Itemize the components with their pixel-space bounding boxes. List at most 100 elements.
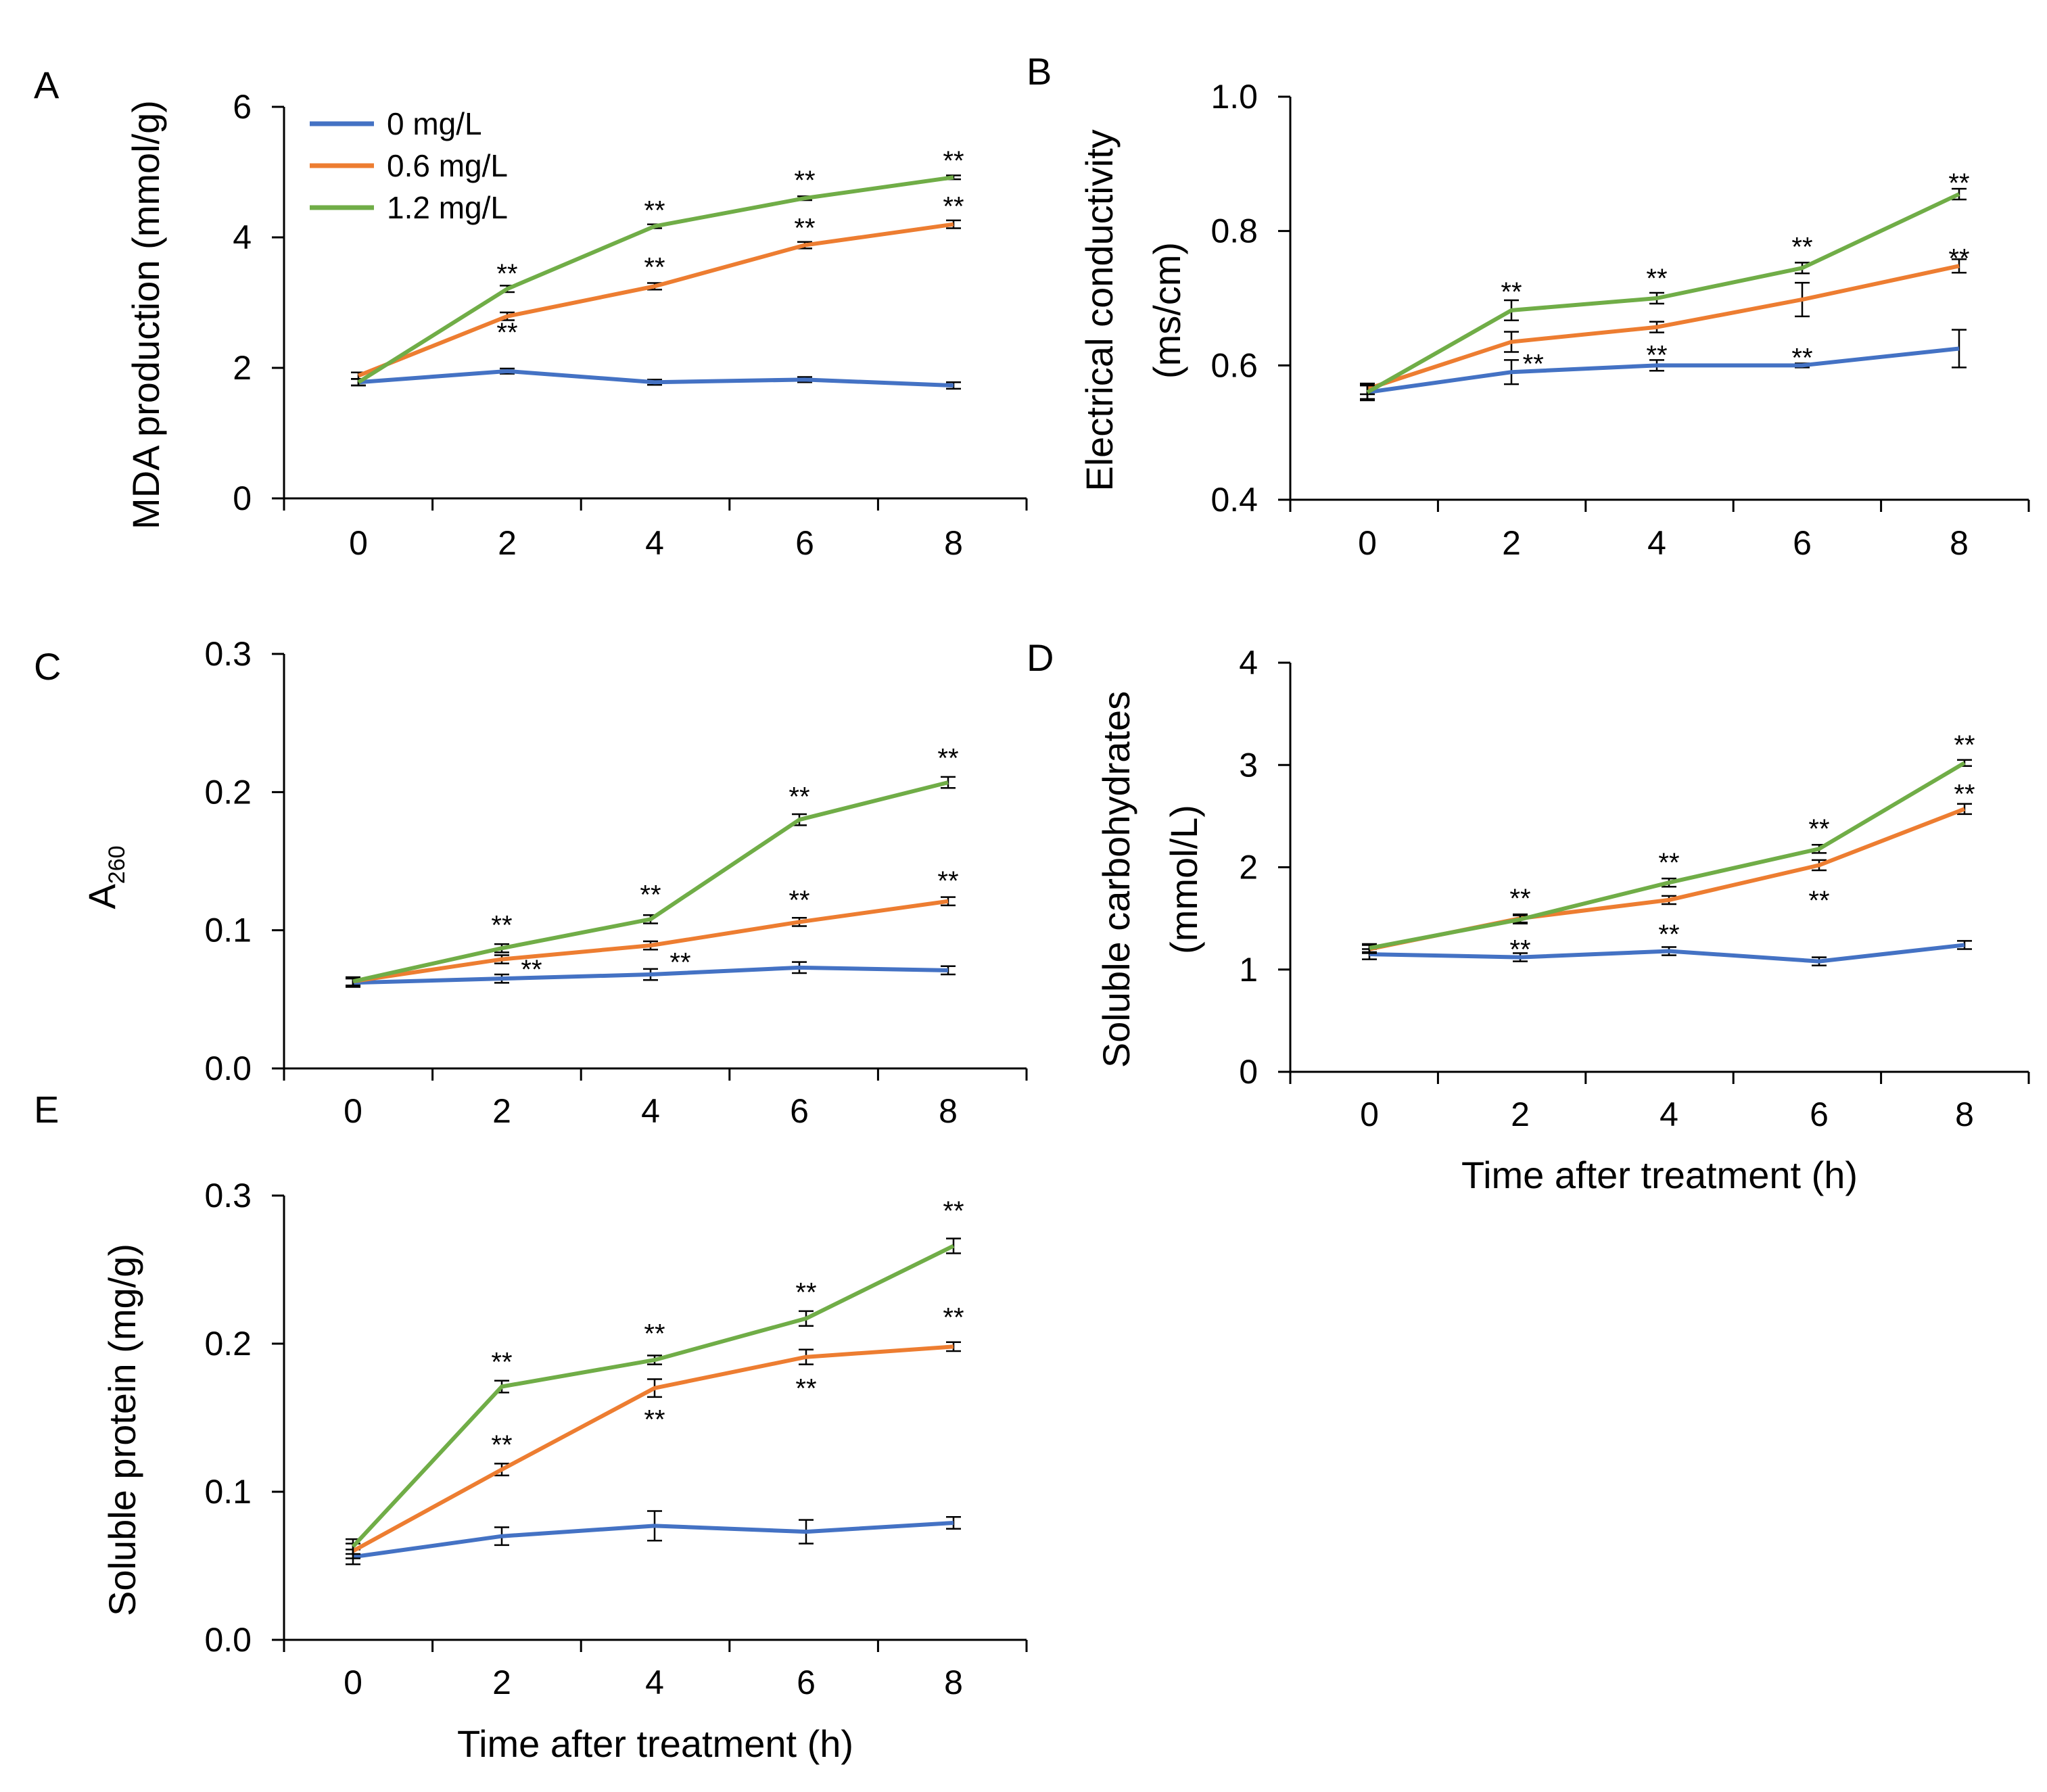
x-tick-label: 6 <box>1793 524 1812 562</box>
y-axis-title-line2: (ms/cm) <box>1146 242 1188 379</box>
x-tick-label: 6 <box>797 1664 816 1701</box>
significance-marker: ** <box>644 252 665 282</box>
x-tick-label: 6 <box>1810 1095 1829 1133</box>
series-1.2-mg-l <box>346 776 956 987</box>
y-tick-label: 4 <box>233 218 252 256</box>
significance-marker: ** <box>1523 349 1544 379</box>
significance-marker: ** <box>943 192 964 222</box>
significance-marker: ** <box>1791 343 1812 373</box>
x-tick-label: 0 <box>344 1664 362 1701</box>
y-axis-title: Soluble protein (mg/g) <box>101 1244 143 1616</box>
series-0.6-mg-l <box>1360 258 1967 396</box>
x-tick-label: 8 <box>939 1092 958 1130</box>
y-axis-title-line2: (mmol/L) <box>1162 805 1205 954</box>
significance-marker: ** <box>1658 920 1679 949</box>
significance-marker: ** <box>795 1277 816 1307</box>
y-tick-label: 0.0 <box>204 1050 252 1087</box>
panel-b: B 0.4 0.6 0.8 1.0 0 2 4 6 8 Electrical conductivit… <box>1027 50 2030 562</box>
panel-letter: D <box>1027 636 1054 679</box>
x-tick-label: 4 <box>1660 1095 1678 1133</box>
y-tick-label: 3 <box>1239 746 1258 784</box>
legend-label: 1.2 mg/L <box>387 190 508 225</box>
y-tick-label: 6 <box>233 88 252 126</box>
significance-marker: ** <box>1646 340 1667 370</box>
significance-marker: ** <box>1509 884 1530 914</box>
x-tick-label: 2 <box>492 1092 511 1130</box>
series-line <box>1367 264 1960 391</box>
significance-marker: ** <box>943 146 964 176</box>
significance-marker: ** <box>943 1196 964 1226</box>
significance-marker: ** <box>1808 814 1829 844</box>
series-line <box>358 369 954 388</box>
x-tick-label: 0 <box>349 524 368 562</box>
significance-marker: ** <box>496 259 517 289</box>
series-line <box>352 1344 954 1553</box>
significance-marker: ** <box>937 743 958 773</box>
significance-marker: ** <box>496 318 517 348</box>
x-tick-label: 0 <box>1360 1095 1379 1133</box>
significance-marker: ** <box>1791 233 1812 262</box>
significance-marker: ** <box>644 1319 665 1349</box>
series-line <box>352 780 949 984</box>
series-line <box>1367 346 1960 395</box>
y-tick-label: 0.4 <box>1210 481 1258 519</box>
series-line <box>352 1520 954 1559</box>
series-line <box>351 1244 955 1549</box>
series-line <box>352 899 949 984</box>
y-tick-label: 0.2 <box>204 1325 252 1363</box>
series-0.6-mg-l <box>346 1341 961 1559</box>
y-axis-title: MDA production (mmol/g) <box>124 100 167 529</box>
significance-marker: ** <box>1509 935 1530 965</box>
significance-marker: ** <box>669 948 690 978</box>
series-0-mg-l <box>346 961 956 988</box>
significance-marker: ** <box>491 1347 512 1377</box>
x-axis-title: Time after treatment (h) <box>457 1722 853 1765</box>
panel-letter: E <box>34 1088 59 1131</box>
significance-marker: ** <box>1646 264 1667 293</box>
significance-marker: ** <box>795 1374 816 1404</box>
panel-a: A 0 2 4 6 0 2 4 6 8 MDA production (mmol/g) ** ** ** *… <box>34 64 1028 562</box>
significance-marker: ** <box>937 866 958 896</box>
x-tick-label: 2 <box>498 524 517 562</box>
x-tick-label: 8 <box>1955 1095 1974 1133</box>
significance-marker: ** <box>1808 886 1829 916</box>
series-line <box>352 965 949 985</box>
series-0-mg-l <box>346 1510 961 1565</box>
y-tick-label: 0.1 <box>204 1473 252 1511</box>
x-tick-label: 6 <box>795 524 814 562</box>
panel-letter: A <box>34 64 60 106</box>
series-line <box>1369 943 1965 964</box>
x-tick-label: 2 <box>492 1664 511 1701</box>
y-tick-label: 0.6 <box>1210 346 1258 384</box>
y-axis-title: Soluble carbohydrates <box>1095 691 1137 1068</box>
x-tick-label: 8 <box>944 1664 963 1701</box>
significance-marker: ** <box>794 214 815 243</box>
significance-marker: ** <box>1954 730 1975 760</box>
legend-label: 0.6 mg/L <box>387 148 508 183</box>
significance-marker: ** <box>943 1303 964 1333</box>
significance-marker: ** <box>1948 243 1969 273</box>
significance-marker: ** <box>491 1430 512 1460</box>
significance-marker: ** <box>789 886 809 916</box>
panel-letter: C <box>34 645 61 688</box>
y-tick-label: 0.3 <box>204 1177 252 1215</box>
series-0.6-mg-l <box>346 896 956 987</box>
x-tick-label: 0 <box>344 1092 362 1130</box>
x-tick-label: 2 <box>1511 1095 1530 1133</box>
significance-marker: ** <box>1948 168 1969 198</box>
significance-marker: ** <box>521 955 542 985</box>
series-1.2-mg-l <box>1362 759 1972 953</box>
panel-e: E 0.0 0.1 0.2 0.3 0 2 4 6 8 Soluble protein (mg/g)… <box>34 1088 1028 1765</box>
series-line <box>1366 192 1960 394</box>
series-line <box>357 175 954 384</box>
x-tick-label: 8 <box>1950 524 1969 562</box>
significance-marker: ** <box>1658 848 1679 878</box>
x-tick-label: 4 <box>645 1664 664 1701</box>
y-tick-label: 0.3 <box>204 635 252 673</box>
x-tick-label: 2 <box>1502 524 1521 562</box>
x-tick-label: 4 <box>641 1092 660 1130</box>
x-tick-label: 4 <box>1647 524 1666 562</box>
significance-marker: ** <box>640 880 661 910</box>
x-tick-label: 6 <box>790 1092 809 1130</box>
